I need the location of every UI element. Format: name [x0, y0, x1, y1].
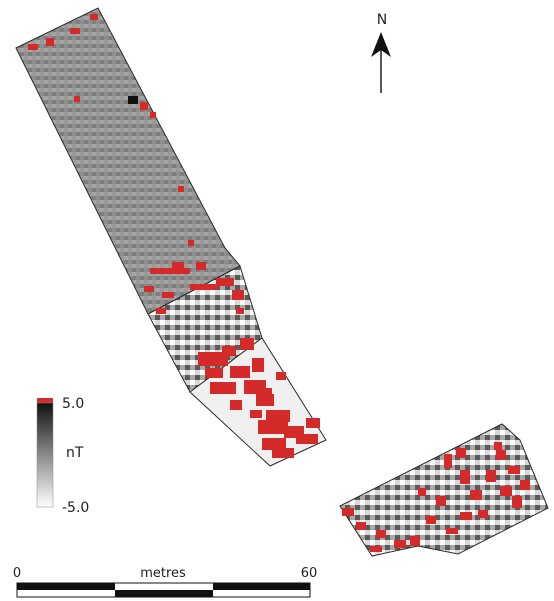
anomaly-block — [240, 338, 254, 350]
anomaly-block — [500, 486, 512, 496]
anomaly-block — [264, 388, 272, 396]
anomaly-block — [150, 268, 190, 274]
survey-area-main — [15, 7, 327, 467]
anomaly-block — [426, 516, 436, 524]
anomaly-block — [178, 186, 184, 192]
anomaly-block — [486, 470, 496, 482]
anomaly-cluster-south-east — [342, 442, 530, 552]
anomaly-cluster-main — [28, 14, 320, 458]
anomaly-block — [190, 284, 218, 290]
anomaly-block — [198, 352, 228, 366]
anomaly-block — [418, 488, 426, 496]
anomaly-block — [266, 410, 290, 422]
anomaly-block — [256, 394, 274, 406]
anomaly-block — [370, 546, 382, 552]
anomaly-block — [46, 38, 54, 46]
anomaly-block — [70, 28, 80, 34]
anomaly-block — [496, 450, 506, 460]
legend-color-ramp — [36, 402, 54, 508]
north-arrow-icon — [371, 32, 391, 57]
anomaly-block — [512, 496, 522, 508]
anomaly-block — [460, 512, 472, 520]
scale-segment-3 — [213, 583, 310, 590]
survey-strip-north — [15, 7, 241, 315]
anomaly-block — [230, 400, 242, 410]
anomaly-block — [156, 308, 166, 314]
anomaly-block — [494, 442, 502, 450]
anomaly-block — [436, 496, 446, 506]
legend-unit-label: nT — [66, 445, 84, 461]
scale-segment-2 — [115, 590, 213, 597]
scale-bar: 0 metres 60 — [13, 566, 318, 598]
anomaly-block — [28, 44, 38, 50]
anomaly-block — [216, 278, 234, 286]
anomaly-block — [188, 240, 194, 246]
anomaly-block — [232, 290, 244, 300]
anomaly-block — [356, 522, 366, 530]
anomaly-block — [508, 466, 520, 474]
anomaly-block — [74, 96, 80, 102]
scale-unit-label: metres — [140, 566, 186, 581]
anomaly-block — [460, 470, 470, 484]
anomaly-block — [410, 536, 420, 546]
anomaly-block — [205, 368, 223, 378]
anomaly-block — [376, 530, 386, 538]
anomaly-block — [172, 262, 184, 272]
anomaly-block — [394, 540, 406, 548]
anomaly-block — [478, 510, 488, 518]
anomaly-block — [144, 286, 154, 292]
anomaly-block — [162, 292, 174, 298]
legend-min-label: -5.0 — [62, 500, 89, 516]
anomaly-block — [252, 358, 264, 372]
north-label: N — [377, 12, 387, 28]
anomaly-block — [250, 410, 262, 418]
anomaly-block — [196, 262, 206, 270]
anomaly-block — [272, 448, 294, 458]
anomaly-block — [90, 14, 98, 20]
anomaly-block — [276, 372, 286, 380]
survey-block — [339, 423, 549, 557]
scale-segment-1 — [17, 583, 115, 590]
scale-end-label: 60 — [301, 566, 318, 581]
scale-start-label: 0 — [13, 566, 21, 581]
anomaly-block — [222, 346, 236, 356]
legend-saturation-swatch — [37, 398, 53, 403]
anomaly-block — [444, 454, 452, 468]
anomaly-block — [150, 112, 156, 118]
anomaly-block — [520, 480, 530, 490]
survey-area-south-east — [339, 423, 549, 557]
anomaly-block — [128, 96, 138, 104]
anomaly-block — [244, 380, 266, 394]
anomaly-block — [236, 308, 244, 314]
anomaly-block — [140, 102, 148, 110]
anomaly-block — [342, 508, 354, 516]
anomaly-block — [306, 418, 320, 428]
anomaly-block — [230, 366, 250, 378]
north-arrow: N — [371, 12, 391, 93]
anomaly-block — [456, 448, 466, 458]
anomaly-block — [470, 490, 482, 500]
anomaly-block — [258, 420, 288, 434]
anomaly-block — [210, 382, 236, 394]
anomaly-block — [262, 438, 286, 450]
legend: 5.0 nT -5.0 — [36, 396, 89, 516]
anomaly-block — [296, 434, 318, 444]
anomaly-block — [446, 528, 458, 534]
legend-max-label: 5.0 — [62, 396, 84, 412]
